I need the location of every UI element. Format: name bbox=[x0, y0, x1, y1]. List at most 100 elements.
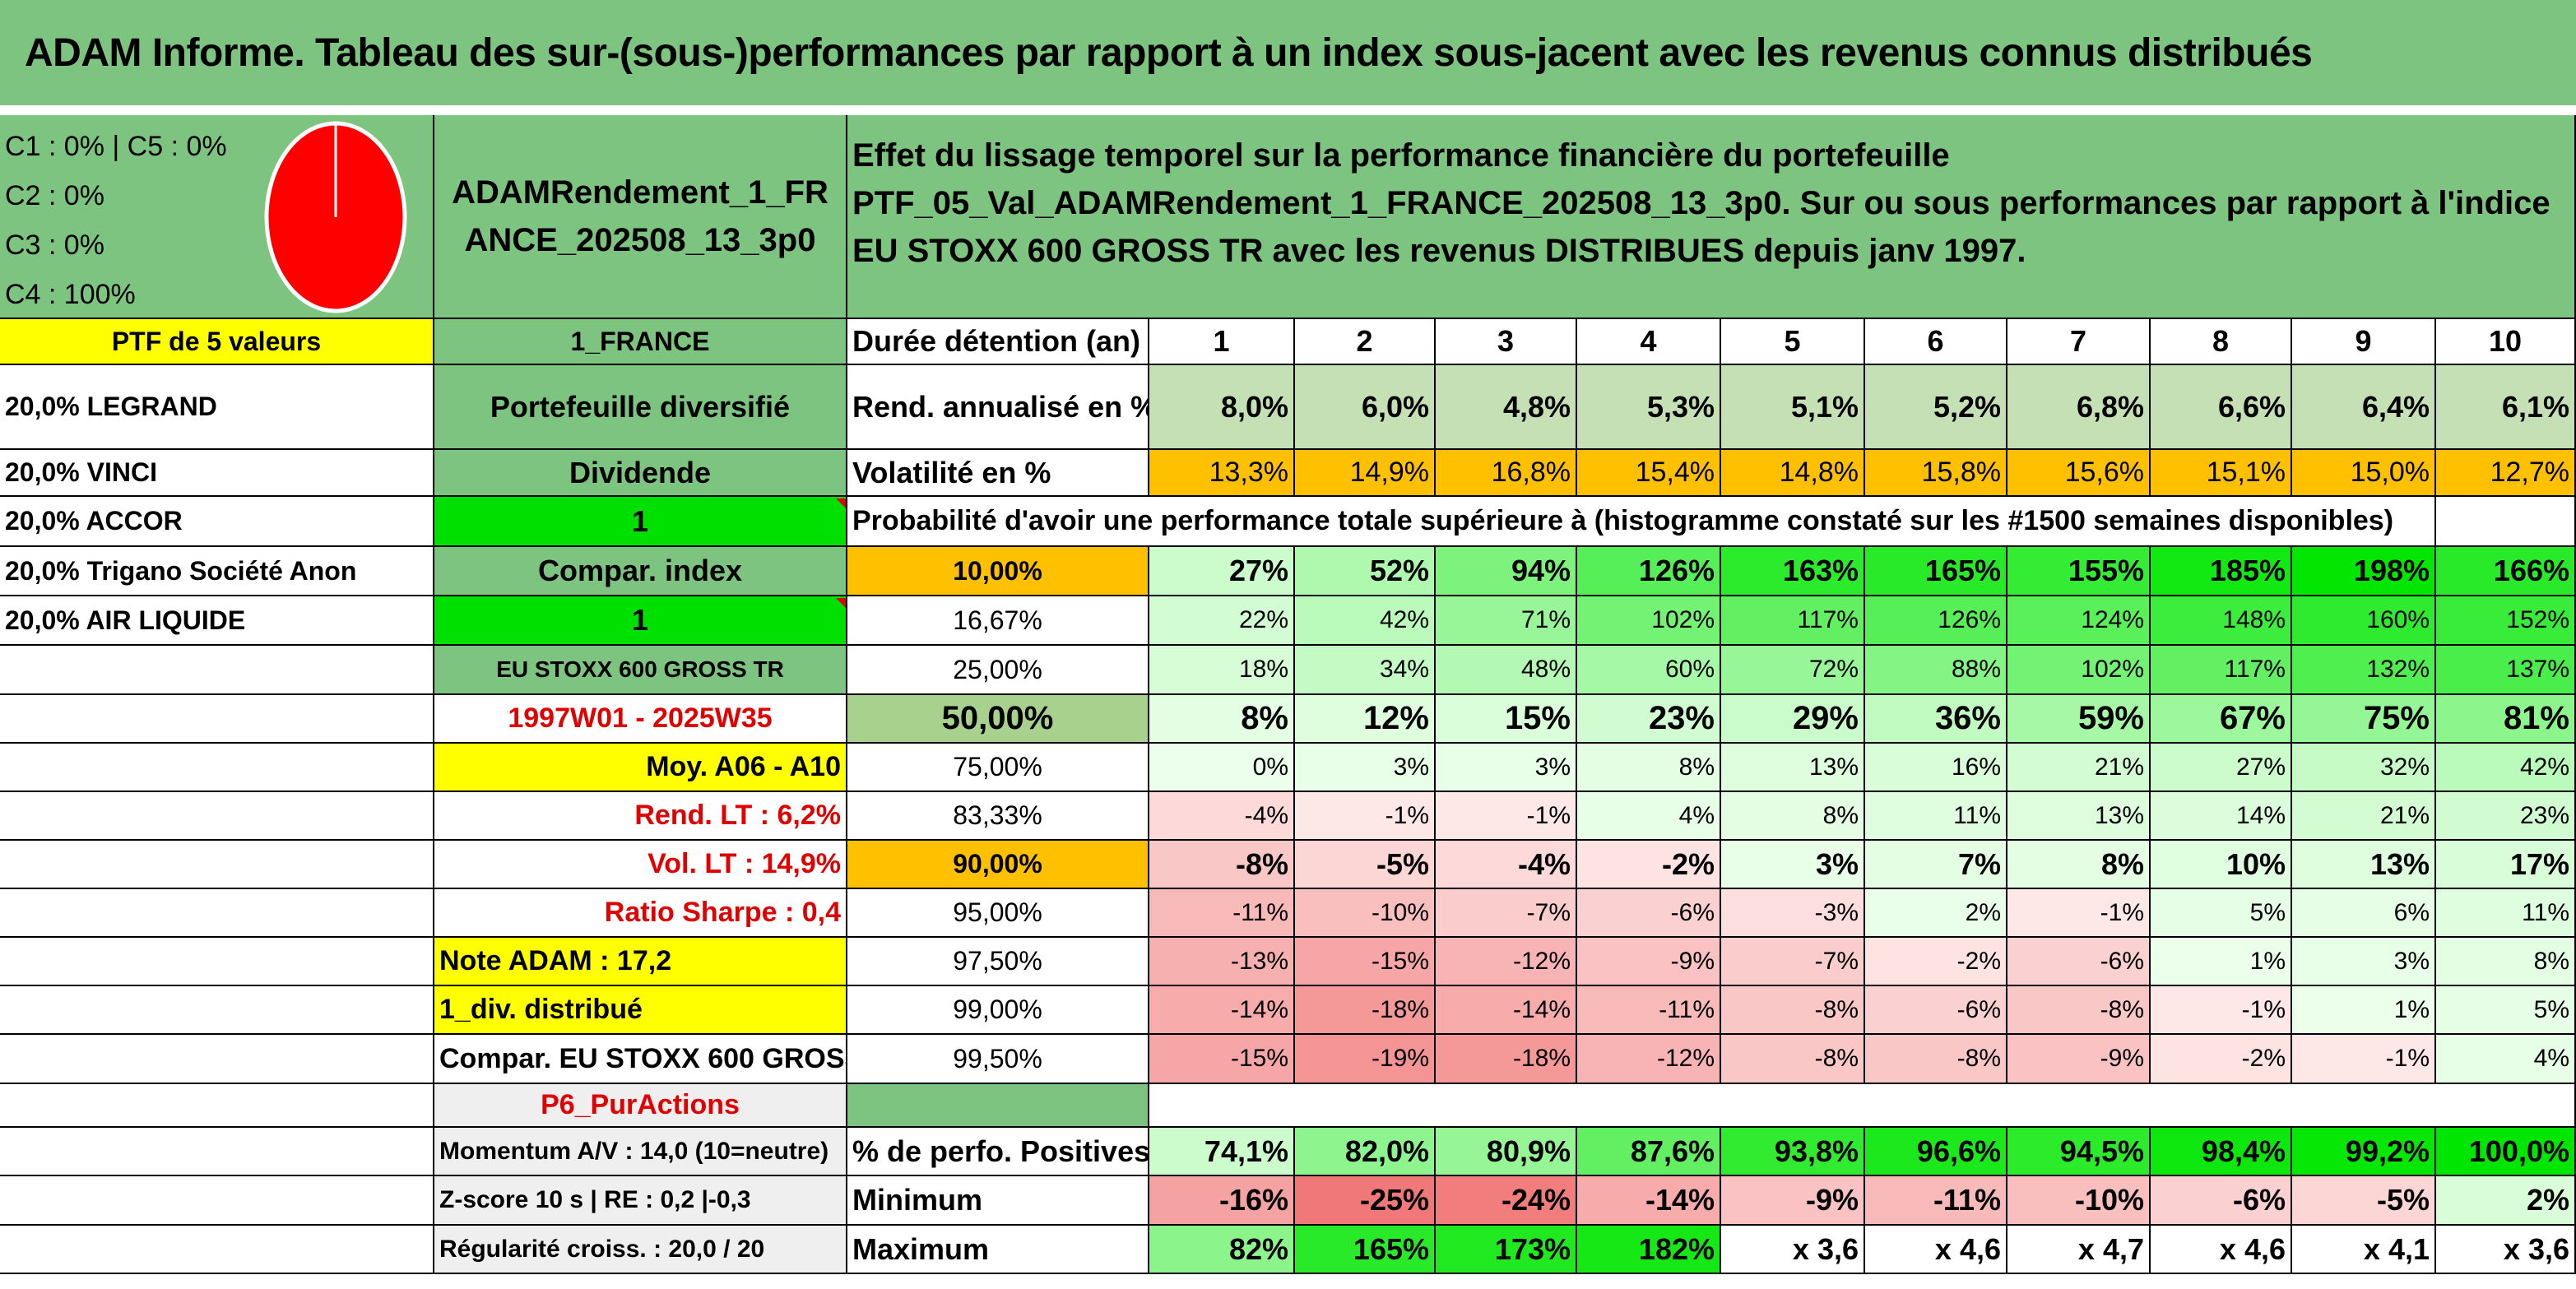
country-label: 1_FRANCE bbox=[434, 319, 847, 365]
sharpe-ratio: Ratio Sharpe : 0,4 bbox=[434, 889, 847, 938]
probability-value: 22% bbox=[1149, 596, 1295, 646]
year-header: 9 bbox=[2292, 319, 2436, 365]
probability-value: 4% bbox=[1577, 792, 1721, 841]
probability-threshold: 95,00% bbox=[847, 889, 1149, 938]
probability-threshold: 25,00% bbox=[847, 646, 1149, 695]
selector-value: 1 bbox=[434, 596, 847, 646]
class-line: C3 : 0% bbox=[5, 230, 104, 261]
minimum-value: -16% bbox=[1149, 1176, 1295, 1226]
probability-value: 59% bbox=[2007, 695, 2151, 744]
probability-value: 185% bbox=[2151, 547, 2292, 596]
year-header: 2 bbox=[1295, 319, 1436, 365]
probability-threshold: 50,00% bbox=[847, 695, 1149, 744]
probability-value: 155% bbox=[2007, 547, 2151, 596]
probability-value: -8% bbox=[1721, 986, 1865, 1035]
probability-value: 5% bbox=[2151, 889, 2292, 938]
probability-threshold: 75,00% bbox=[847, 744, 1149, 792]
probability-value: 13% bbox=[2007, 792, 2151, 841]
probability-value: -6% bbox=[1865, 986, 2007, 1035]
probability-value: 81% bbox=[2436, 695, 2576, 744]
positive-performance-value: 82,0% bbox=[1295, 1128, 1436, 1176]
probability-value: 52% bbox=[1295, 547, 1436, 596]
minimum-value: -25% bbox=[1295, 1176, 1436, 1226]
probability-value: 152% bbox=[2436, 596, 2576, 646]
probability-value: 163% bbox=[1721, 547, 1865, 596]
empty-cell bbox=[0, 889, 434, 938]
probability-value: 8% bbox=[1149, 695, 1295, 744]
probability-value: -2% bbox=[1577, 841, 1721, 889]
adam-score: Note ADAM : 17,2 bbox=[434, 938, 847, 986]
probability-value: 11% bbox=[2436, 889, 2576, 938]
probability-value: -19% bbox=[1295, 1035, 1436, 1084]
probability-value: 13% bbox=[1721, 744, 1865, 792]
probability-value: 132% bbox=[2292, 646, 2436, 695]
probability-value: 1% bbox=[2292, 986, 2436, 1035]
probability-value: 48% bbox=[1436, 646, 1577, 695]
empty-cell bbox=[0, 1176, 434, 1226]
probability-value: 148% bbox=[2151, 596, 2292, 646]
volatility-value: 14,9% bbox=[1295, 450, 1436, 497]
probability-value: 2% bbox=[1865, 889, 2007, 938]
probability-value: 5% bbox=[2436, 986, 2576, 1035]
year-header: 3 bbox=[1436, 319, 1577, 365]
volatility-value: 15,6% bbox=[2007, 450, 2151, 497]
probability-value: 6% bbox=[2292, 889, 2436, 938]
probability-value: -18% bbox=[1295, 986, 1436, 1035]
probability-value: 14% bbox=[2151, 792, 2292, 841]
probability-value: -1% bbox=[2292, 1035, 2436, 1084]
probability-value: 27% bbox=[2151, 744, 2292, 792]
positive-performance-value: 80,9% bbox=[1436, 1128, 1577, 1176]
long-term-return: Rend. LT : 6,2% bbox=[434, 792, 847, 841]
page-title: ADAM Informe. Tableau des sur-(sous-)per… bbox=[0, 0, 2576, 105]
long-term-volatility: Vol. LT : 14,9% bbox=[434, 841, 847, 889]
minimum-value: -24% bbox=[1436, 1176, 1577, 1226]
minimum-value: -9% bbox=[1721, 1176, 1865, 1226]
maximum-value: x 4,7 bbox=[2007, 1226, 2151, 1274]
probability-value: -9% bbox=[2007, 1035, 2151, 1084]
positive-performance-value: 93,8% bbox=[1721, 1128, 1865, 1176]
probability-value: -4% bbox=[1149, 792, 1295, 841]
probability-value: 126% bbox=[1577, 547, 1721, 596]
probability-value: 4% bbox=[2436, 1035, 2576, 1084]
probability-value: -8% bbox=[1865, 1035, 2007, 1084]
probability-value: 1% bbox=[2151, 938, 2292, 986]
probability-value: -1% bbox=[1295, 792, 1436, 841]
minimum-label: Minimum bbox=[847, 1176, 1149, 1226]
probability-value: -2% bbox=[1865, 938, 2007, 986]
regularity-label: Régularité croiss. : 20,0 / 20 bbox=[434, 1226, 847, 1274]
volatility-label: Volatilité en % bbox=[847, 450, 1149, 497]
probability-value: -7% bbox=[1436, 889, 1577, 938]
volatility-value: 15,0% bbox=[2292, 450, 2436, 497]
annual-return-value: 6,1% bbox=[2436, 365, 2576, 450]
minimum-value: -5% bbox=[2292, 1176, 2436, 1226]
probability-value: -8% bbox=[1721, 1035, 1865, 1084]
probability-value: 8% bbox=[1577, 744, 1721, 792]
minimum-value: -6% bbox=[2151, 1176, 2292, 1226]
minimum-value: -11% bbox=[1865, 1176, 2007, 1226]
maximum-value: x 3,6 bbox=[1721, 1226, 1865, 1274]
probability-value: 71% bbox=[1436, 596, 1577, 646]
probability-value: 11% bbox=[1865, 792, 2007, 841]
average-label: Moy. A06 - A10 bbox=[434, 744, 847, 792]
probability-value: 16% bbox=[1865, 744, 2007, 792]
volatility-value: 16,8% bbox=[1436, 450, 1577, 497]
maximum-value: 173% bbox=[1436, 1226, 1577, 1274]
probability-value: -10% bbox=[1295, 889, 1436, 938]
probability-value: -7% bbox=[1721, 938, 1865, 986]
probability-value: 3% bbox=[1295, 744, 1436, 792]
volatility-value: 15,4% bbox=[1577, 450, 1721, 497]
probability-value: -4% bbox=[1436, 841, 1577, 889]
portfolio-type: Portefeuille diversifié bbox=[434, 365, 847, 450]
volatility-value: 12,7% bbox=[2436, 450, 2576, 497]
probability-value: -12% bbox=[1436, 938, 1577, 986]
class-line: C1 : 0% | C5 : 0% bbox=[5, 131, 227, 162]
holding-item: 20,0% ACCOR bbox=[0, 497, 434, 547]
selector-value: 1 bbox=[434, 497, 847, 547]
positive-performance-value: 94,5% bbox=[2007, 1128, 2151, 1176]
zscore-label: Z-score 10 s | RE : 0,2 |-0,3 bbox=[434, 1176, 847, 1226]
probability-value: 32% bbox=[2292, 744, 2436, 792]
empty-cell bbox=[0, 841, 434, 889]
probability-value: 17% bbox=[2436, 841, 2576, 889]
probability-value: 15% bbox=[1436, 695, 1577, 744]
probability-value: 0% bbox=[1149, 744, 1295, 792]
